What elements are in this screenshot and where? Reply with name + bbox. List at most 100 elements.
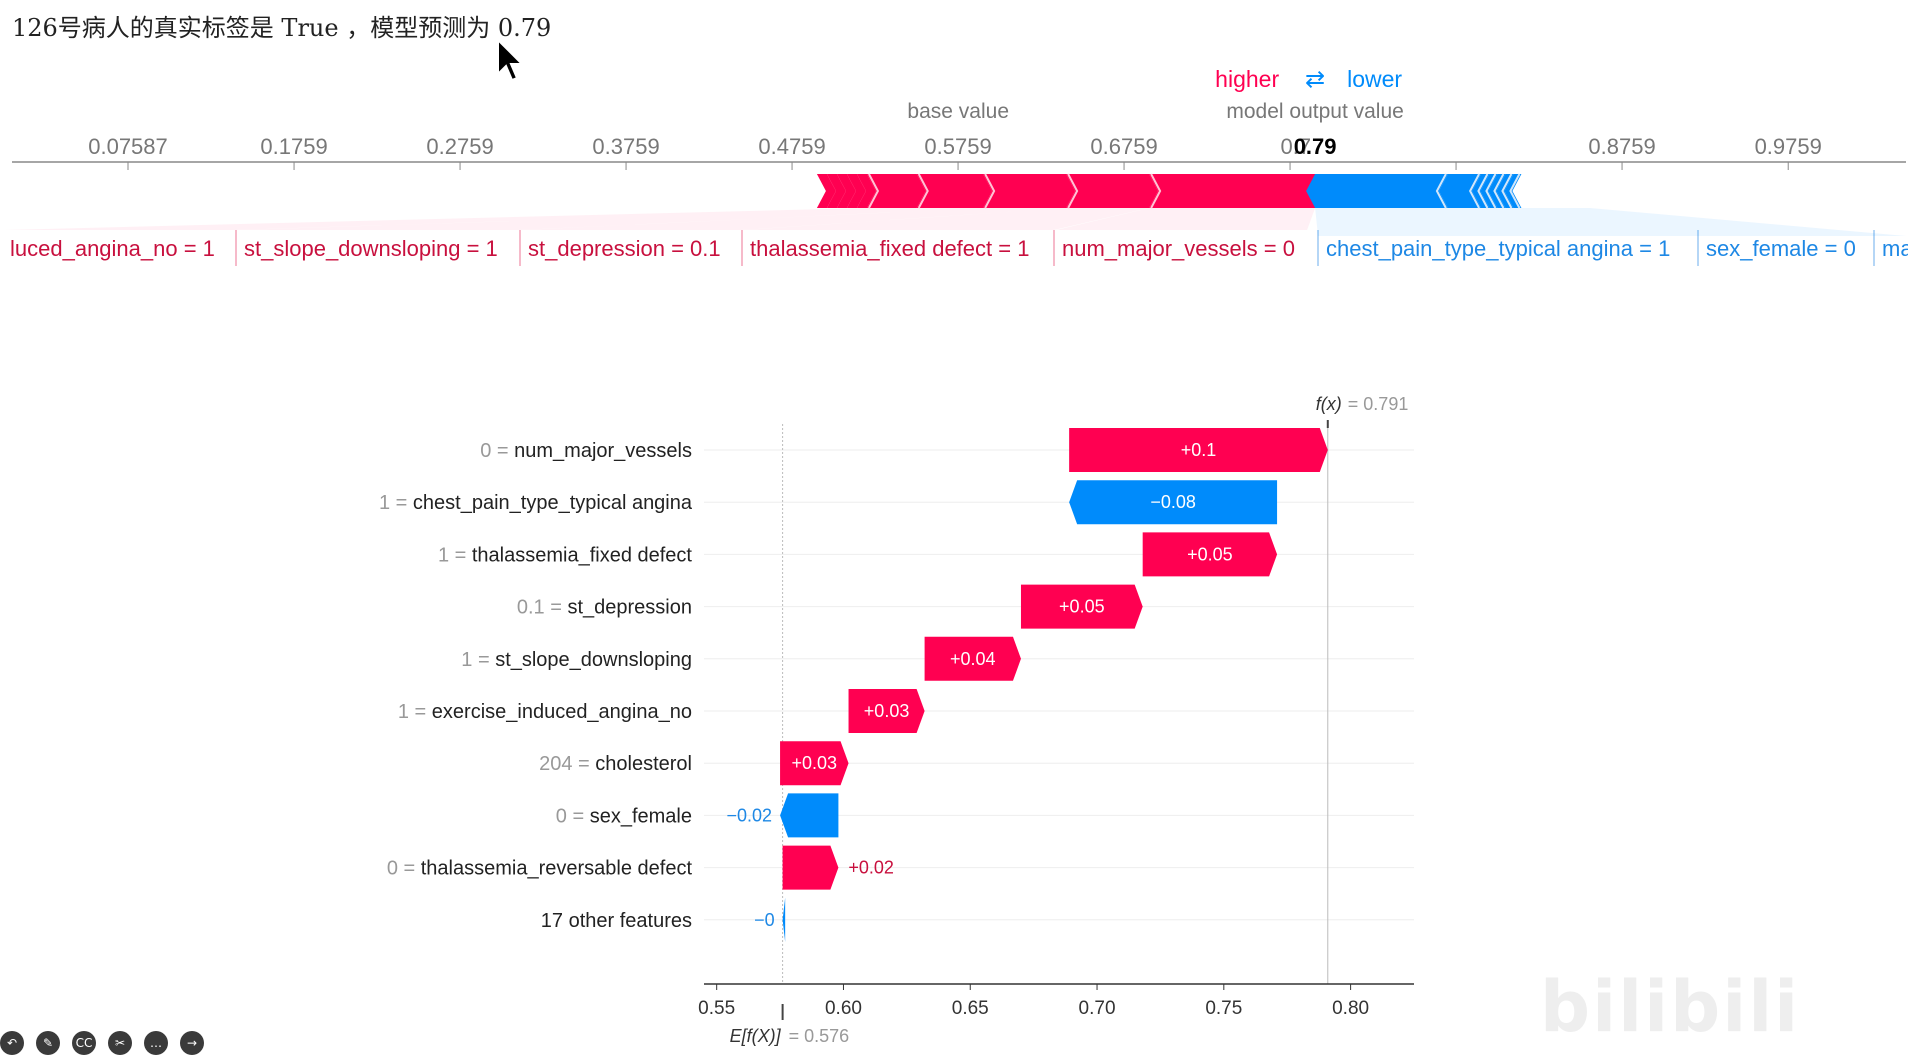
efx-label: E[f(X)] (730, 1026, 782, 1046)
pen-icon[interactable]: ✎ (36, 1031, 60, 1055)
force-negative-small-segment (1480, 174, 1498, 208)
bar-value-label: +0.03 (792, 753, 838, 773)
force-chevron (1485, 173, 1497, 209)
rewind-icon[interactable]: ↶ (0, 1031, 24, 1055)
waterfall-bar (782, 845, 839, 890)
feature-label: 0.1 = st_depression (517, 597, 692, 619)
feature-name: chest_pain_type_typical angina (413, 492, 693, 514)
force-chevron (984, 173, 996, 209)
fx-label: f(x) (1316, 394, 1342, 414)
waterfall-bar (780, 741, 849, 786)
feature-value: 0 = (387, 858, 421, 880)
feature-value: 1 = (379, 492, 413, 514)
force-positive-small-segment (826, 174, 846, 208)
force-chevron (1501, 173, 1513, 209)
fx-value: = 0.791 (1348, 394, 1409, 414)
feature-label: 0 = num_major_vessels (480, 440, 692, 462)
bar-value-label: −0.08 (1150, 492, 1196, 512)
force-feature-label: num_major_vessels = 0 (1062, 236, 1295, 261)
legend-arrows-icon: ⇄ (1305, 66, 1325, 93)
feature-name: st_slope_downsloping (495, 649, 692, 671)
feature-value: 0 = (556, 805, 590, 827)
legend-higher: higher (1215, 66, 1279, 92)
x-tick-label: 0.75 (1205, 998, 1242, 1019)
feature-value: 204 = (539, 753, 595, 775)
feature-label: 1 = thalassemia_fixed defect (438, 544, 692, 566)
feature-label: 1 = exercise_induced_angina_no (398, 701, 692, 723)
captions-icon[interactable]: CC (72, 1031, 96, 1055)
force-tick-label: 0.7 (1281, 134, 1312, 159)
force-chevron (917, 173, 929, 209)
force-chevron (1067, 173, 1079, 209)
feature-label: 0 = thalassemia_reversable defect (387, 858, 693, 880)
feature-value: 1 = (398, 701, 432, 723)
force-label-band (1056, 208, 1316, 230)
efx-value: = 0.576 (789, 1026, 850, 1046)
waterfall-bar (1069, 480, 1278, 525)
force-feature-label: chest_pain_type_typical angina = 1 (1326, 236, 1670, 261)
model-output-value: 0.79 (1294, 134, 1337, 159)
force-positive-segment (866, 174, 926, 208)
force-feature-label: luced_angina_no = 1 (10, 236, 215, 261)
force-chevron (1493, 173, 1505, 209)
force-tick-label: 0.4759 (758, 134, 825, 159)
force-feature-label: thalassemia_fixed defect = 1 (750, 236, 1029, 261)
forward-icon[interactable]: → (180, 1031, 204, 1055)
force-positive-small-segment (856, 174, 876, 208)
force-chevron (1435, 173, 1447, 209)
feature-label: 17 other features (541, 910, 692, 932)
force-negative-segment (1438, 174, 1482, 208)
x-tick-label: 0.60 (825, 998, 862, 1019)
force-plot: 0.07587 0.1759 0.2759 0.3759 0.4759 0.5759 0.6… (4, 66, 1908, 266)
force-label-band (744, 208, 1150, 230)
force-tick-label: 0.8759 (1588, 134, 1655, 159)
force-label-band (238, 208, 984, 230)
force-positive-small-segment (816, 174, 836, 208)
feature-name: exercise_induced_angina_no (432, 701, 692, 723)
force-positive-segment (1066, 174, 1159, 208)
feature-name: num_major_vessels (514, 440, 692, 462)
force-feature-label: ma (1882, 236, 1908, 261)
feature-name: 17 other features (541, 910, 692, 932)
waterfall-bar (782, 897, 786, 942)
feature-value: 1 = (461, 649, 495, 671)
force-negative-segment (1306, 174, 1448, 208)
force-negative-small-segment (1488, 174, 1506, 208)
model-output-label: model output value (1226, 100, 1403, 123)
waterfall-chart: f(x) = 0.791 +0.1 0 = num_major_vessels −0.0… (379, 394, 1414, 1046)
force-positive-segment (916, 174, 993, 208)
force-positive-small-segment (846, 174, 866, 208)
bar-value-label: +0.05 (1187, 544, 1233, 564)
feature-name: thalassemia_fixed defect (472, 544, 693, 566)
more-icon[interactable]: … (144, 1031, 168, 1055)
force-negative-small-segment (1504, 174, 1522, 208)
x-tick-label: 0.80 (1332, 998, 1369, 1019)
feature-label: 1 = chest_pain_type_typical angina (379, 492, 693, 514)
waterfall-bar (780, 793, 839, 838)
bar-value-label: +0.02 (848, 858, 894, 878)
waterfall-bar (924, 636, 1021, 681)
force-chevron (868, 173, 880, 209)
feature-name: cholesterol (595, 753, 692, 775)
force-positive-small-segment (836, 174, 856, 208)
force-chevron (1477, 173, 1489, 209)
force-tick-label: 0.9759 (1755, 134, 1822, 159)
force-chevron (1150, 173, 1162, 209)
force-chevron (1509, 173, 1521, 209)
waterfall-bar (848, 689, 925, 733)
watermark-logo: bilibili (1540, 966, 1801, 1048)
force-positive-segment (1149, 174, 1325, 208)
camera-off-icon[interactable]: ✂ (108, 1031, 132, 1055)
x-tick-label: 0.70 (1079, 998, 1116, 1019)
force-feature-label: st_slope_downsloping = 1 (244, 236, 498, 261)
feature-value: 0.1 = (517, 597, 568, 619)
force-tick-label: 0.07587 (88, 134, 168, 159)
bar-value-label: +0.04 (950, 649, 996, 669)
legend-lower: lower (1347, 66, 1402, 92)
feature-name: thalassemia_reversable defect (421, 858, 693, 880)
force-tick-label: 0.1759 (260, 134, 327, 159)
force-positive-segment (983, 174, 1076, 208)
force-label-band (522, 208, 1067, 230)
force-feature-label: st_depression = 0.1 (528, 236, 721, 261)
feature-label: 1 = st_slope_downsloping (461, 649, 692, 671)
